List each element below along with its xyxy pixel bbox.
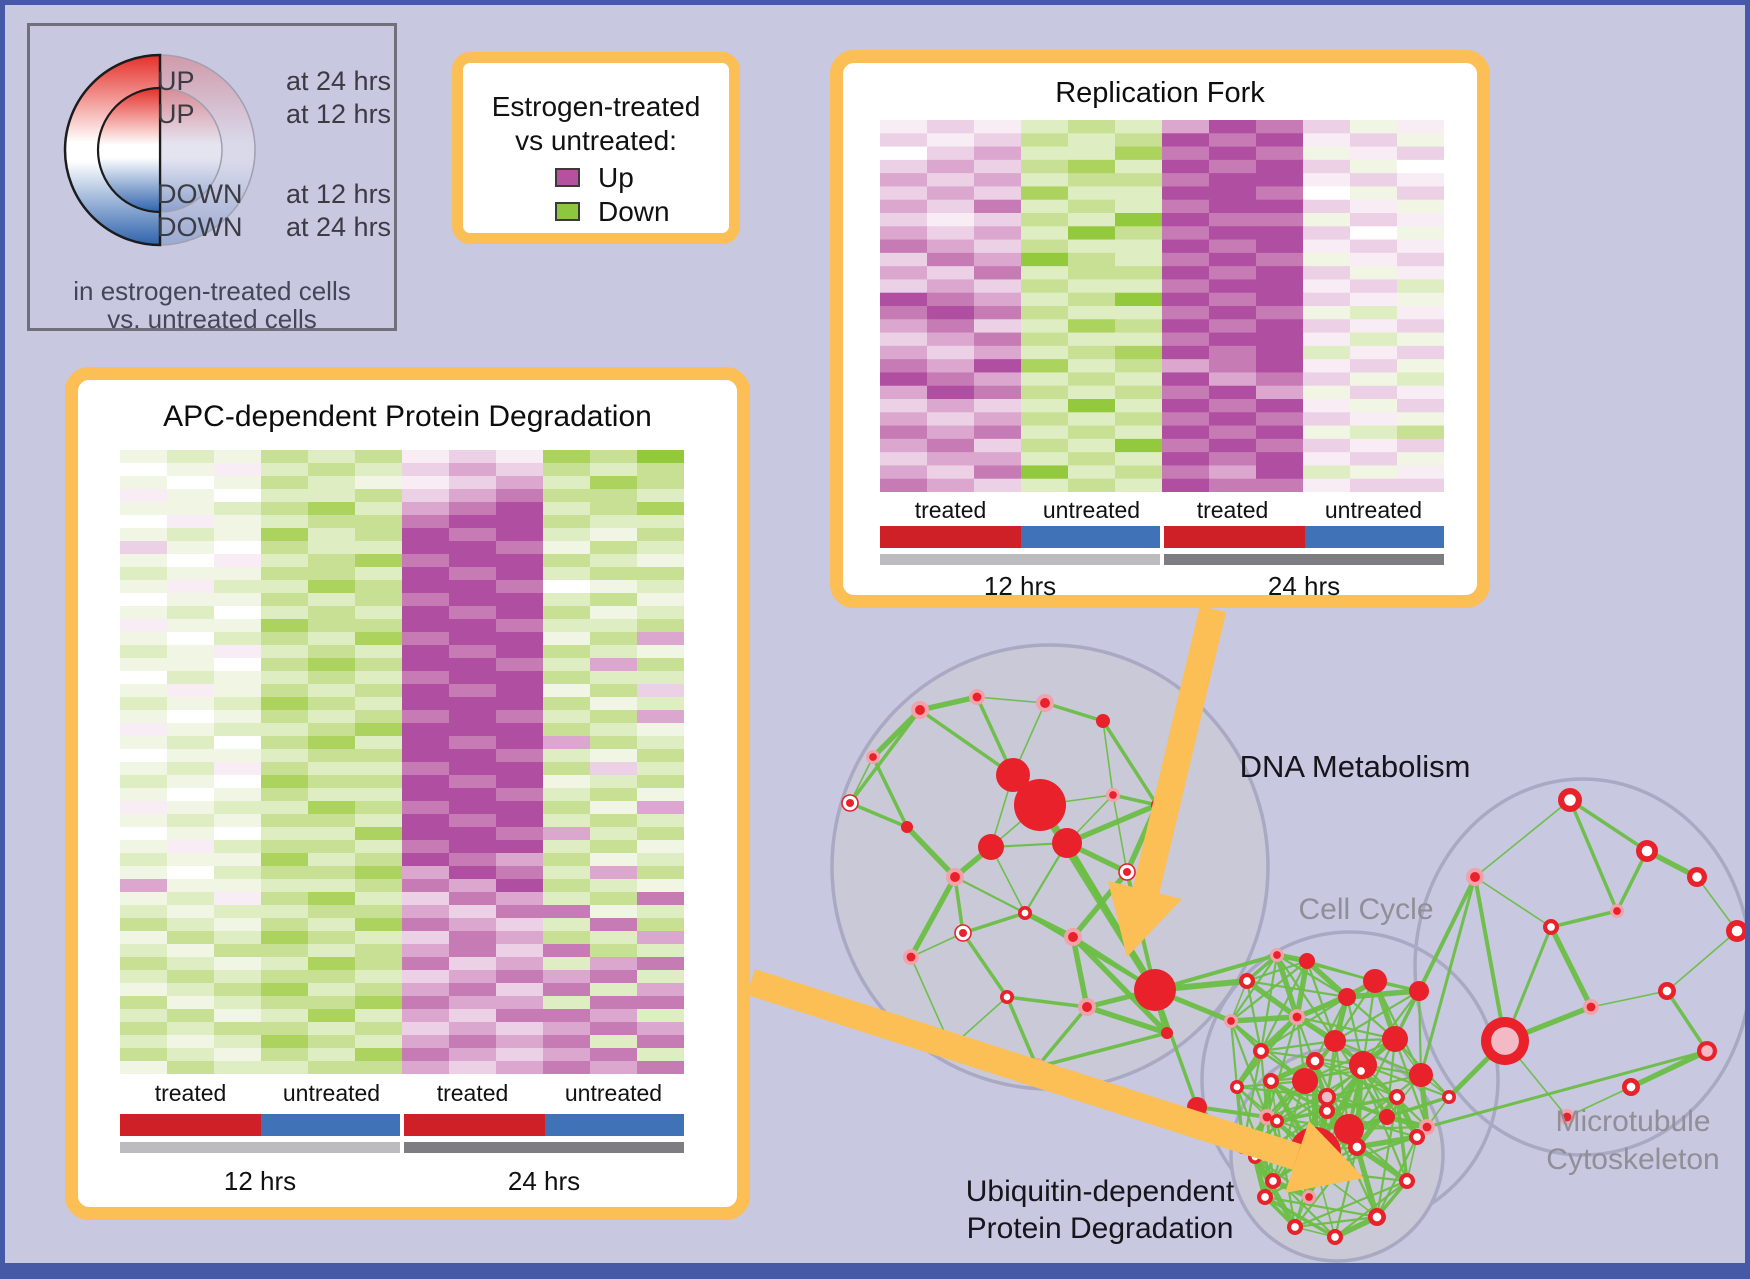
apc-24hrs-label: 24 hrs bbox=[507, 1166, 581, 1196]
ring-label-down-12: DOWN bbox=[157, 179, 243, 209]
ubiquitin-degradation-label: Ubiquitin-dependent Protein Degradation bbox=[930, 1173, 1270, 1247]
ring-caption-line1: in estrogen-treated cells bbox=[73, 276, 351, 306]
ring-time-12: at 12 hrs bbox=[286, 99, 392, 129]
apc-untreated-bar-24 bbox=[545, 1114, 684, 1136]
microtubule-cytoskeleton-label: Microtubule Cytoskeleton bbox=[1483, 1103, 1745, 1179]
ring-caption-line2: vs. untreated cells bbox=[107, 304, 317, 334]
rf-group-label-3: treated bbox=[1196, 497, 1269, 523]
rf-treated-bar-24 bbox=[1164, 526, 1305, 548]
down-color-swatch bbox=[555, 202, 580, 221]
rf-group-label-2: untreated bbox=[1042, 497, 1141, 523]
ring-label-down-24: DOWN bbox=[157, 212, 243, 242]
apc-panel-title: APC-dependent Protein Degradation bbox=[163, 400, 652, 433]
ring-time-24b: at 24 hrs bbox=[286, 212, 392, 242]
ring-legend-box: UP at 24 hrs UP at 12 hrs DOWN at 12 hrs… bbox=[27, 23, 397, 334]
rf-treated-bar-12 bbox=[880, 526, 1021, 548]
apc-24hrs-bar bbox=[404, 1142, 684, 1153]
rf-group-label-4: untreated bbox=[1324, 497, 1423, 523]
up-color-swatch bbox=[555, 168, 580, 187]
updown-legend-title-line2: vs untreated: bbox=[515, 125, 677, 156]
rf-24hrs-bar bbox=[1164, 554, 1444, 565]
apc-treated-bar-12 bbox=[120, 1114, 261, 1136]
up-label: Up bbox=[598, 162, 634, 193]
inner-ring-left bbox=[96, 86, 162, 214]
microtubule-label-line2: Cytoskeleton bbox=[1546, 1143, 1720, 1176]
replication-fork-panel: Replication Fork treated untreated treat… bbox=[830, 50, 1490, 608]
ring-gradient-diagram bbox=[63, 53, 256, 247]
apc-group-label-4: untreated bbox=[564, 1080, 663, 1106]
apc-group-label-1: treated bbox=[154, 1080, 227, 1106]
apc-12hrs-label: 12 hrs bbox=[223, 1166, 297, 1196]
down-label: Down bbox=[598, 196, 670, 227]
rf-untreated-bar-24 bbox=[1305, 526, 1444, 548]
apc-12hrs-bar bbox=[120, 1142, 400, 1153]
dna-metabolism-label: DNA Metabolism bbox=[1239, 749, 1471, 784]
updown-legend-title-line1: Estrogen-treated bbox=[491, 91, 701, 122]
ring-label-up-24: UP bbox=[157, 66, 195, 96]
rf-group-label-1: treated bbox=[914, 497, 987, 523]
rf-12hrs-label: 12 hrs bbox=[983, 571, 1057, 601]
ring-time-24: at 24 hrs bbox=[286, 66, 392, 96]
microtubule-label-line1: Microtubule bbox=[1555, 1105, 1711, 1138]
apc-untreated-bar-12 bbox=[261, 1114, 400, 1136]
ubiquitin-label-line2: Protein Degradation bbox=[966, 1212, 1234, 1245]
replication-fork-heatmap bbox=[880, 120, 1444, 492]
ring-label-up-12: UP bbox=[157, 99, 195, 129]
rf-12hrs-bar bbox=[880, 554, 1160, 565]
apc-heatmap bbox=[120, 450, 684, 1074]
rf-24hrs-label: 24 hrs bbox=[1267, 571, 1341, 601]
ring-time-12b: at 12 hrs bbox=[286, 179, 392, 209]
apc-panel: APC-dependent Protein Degradation treate… bbox=[65, 367, 750, 1220]
apc-group-label-3: treated bbox=[436, 1080, 509, 1106]
ubiquitin-label-line1: Ubiquitin-dependent bbox=[965, 1175, 1235, 1208]
apc-treated-bar-24 bbox=[404, 1114, 545, 1136]
cell-cycle-label: Cell Cycle bbox=[1298, 893, 1434, 926]
apc-group-label-2: untreated bbox=[282, 1080, 381, 1106]
replication-fork-title: Replication Fork bbox=[1055, 77, 1265, 109]
updown-legend-box: Estrogen-treated vs untreated: Up Down bbox=[452, 52, 740, 244]
rf-untreated-bar-12 bbox=[1021, 526, 1160, 548]
inner-ring-right-faded bbox=[159, 87, 223, 213]
